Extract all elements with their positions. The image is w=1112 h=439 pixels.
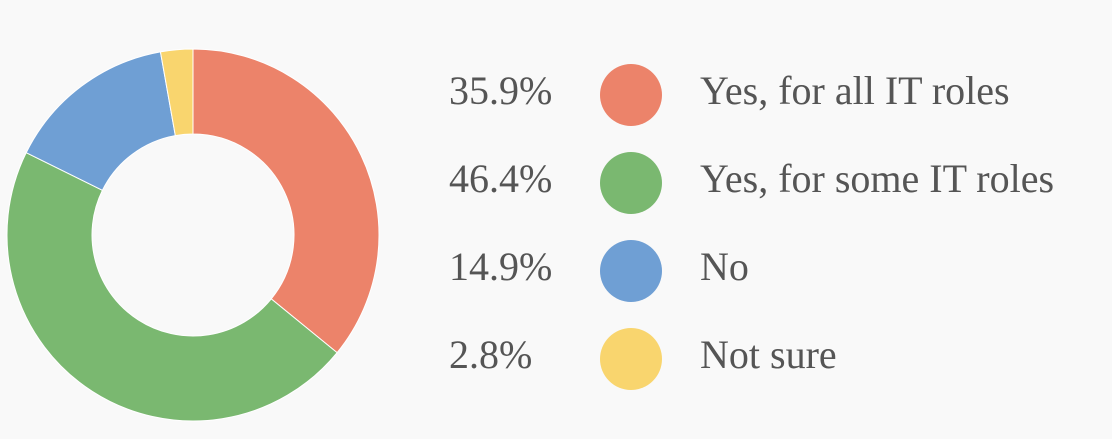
donut-slice — [159, 48, 194, 137]
legend-swatch — [600, 152, 662, 214]
legend-percent: 2.8% — [449, 332, 532, 377]
legend-swatch — [600, 240, 662, 302]
donut-slice — [192, 48, 380, 354]
legend-label: Not sure — [700, 332, 837, 377]
legend-label: Yes, for some IT roles — [700, 156, 1054, 201]
legend-label: No — [700, 244, 749, 289]
legend-label: Yes, for all IT roles — [700, 68, 1010, 113]
donut-slice — [6, 151, 338, 422]
legend-percent: 46.4% — [449, 156, 552, 201]
legend-swatch — [600, 64, 662, 126]
legend-percent: 35.9% — [449, 68, 552, 113]
legend-percent: 14.9% — [449, 244, 552, 289]
legend-swatch — [600, 328, 662, 390]
